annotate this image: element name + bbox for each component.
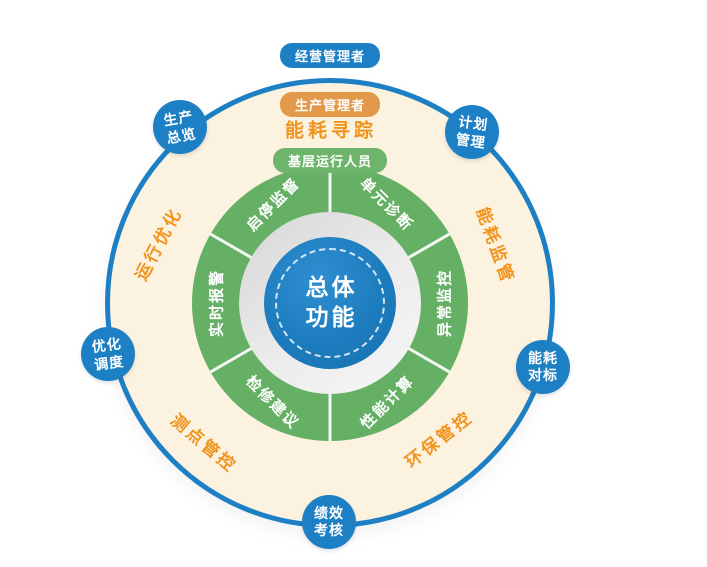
- dashed-ring: [275, 248, 385, 358]
- node-performance-assessment: 绩效 考核: [302, 495, 356, 549]
- node-energy-benchmarking: 能耗 对标: [516, 340, 570, 394]
- segment-label-anomaly-monitoring: 异常监控: [436, 268, 454, 338]
- center-circle: 总体 功能: [264, 237, 396, 369]
- role-pill-frontline-operator: 基层运行人员: [272, 148, 388, 173]
- node-label: 考核: [314, 522, 344, 538]
- node-production-overview: 生产 总览: [153, 100, 207, 154]
- node-optimization-dispatch: 优化 调度: [81, 327, 135, 381]
- ring-label-energy-tracking: 能耗寻踪: [284, 120, 378, 142]
- role-pill-executive-manager: 经营管理者: [279, 43, 381, 68]
- center-title-line1: 总体: [305, 274, 358, 301]
- segment-label-realtime-alarm: 实时报警: [208, 268, 226, 338]
- role-pill-production-manager: 生产管理者: [279, 92, 381, 117]
- node-label: 绩效: [314, 504, 344, 521]
- center-title-line2: 功能: [305, 304, 358, 330]
- node-plan-management: 计划 管理: [445, 105, 499, 159]
- node-label: 能耗: [528, 349, 558, 366]
- node-label: 对标: [528, 367, 558, 383]
